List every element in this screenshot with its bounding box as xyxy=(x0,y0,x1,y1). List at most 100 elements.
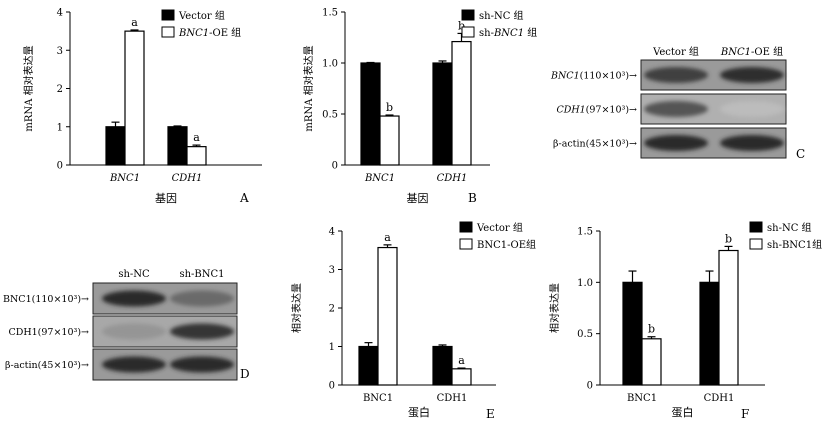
y-tick-label: 1 xyxy=(57,122,63,133)
legend-swatch xyxy=(459,221,473,233)
x-axis-title: 蛋白 xyxy=(408,405,430,419)
x-tick-label: BNC1 xyxy=(364,173,395,184)
significance-label: a xyxy=(131,16,138,29)
x-tick-label: CDH1 xyxy=(704,393,735,404)
bar xyxy=(641,338,662,386)
chart-panel-b: 0 0.5 1.0 1.5 mRNA 相对表达量 BNC1 CDH1 b b 基因 Bsh-NC 组… xyxy=(302,8,537,206)
legend-swatch xyxy=(461,26,475,38)
bar xyxy=(451,40,472,166)
bar xyxy=(360,62,381,166)
blot-band xyxy=(644,101,708,117)
blot-band xyxy=(102,290,166,307)
blot-band xyxy=(102,323,166,340)
significance-label: b xyxy=(458,19,465,32)
blot-lane-label: BNC1-OE 组 xyxy=(720,45,783,58)
y-tick-label: 0 xyxy=(329,381,335,392)
blot-row-label: CDH1(97×10³)→ xyxy=(556,105,637,116)
bar xyxy=(377,246,398,386)
y-tick-label: 2 xyxy=(329,304,335,315)
legend-swatch xyxy=(161,9,175,21)
bar xyxy=(622,281,643,386)
blot-band xyxy=(102,356,166,373)
blot-row-label: BNC1(110×10³)→ xyxy=(3,294,89,305)
blot-band xyxy=(644,67,708,83)
y-axis-title: mRNA 相对表达量 xyxy=(22,45,35,131)
y-axis-title: mRNA 相对表达量 xyxy=(302,45,315,131)
x-tick-label: BNC1 xyxy=(363,393,393,404)
legend-label: sh-BNC1 组 xyxy=(479,26,537,39)
blot-band xyxy=(720,67,784,83)
y-tick-label: 2 xyxy=(57,84,63,95)
legend-label: BNC1-OE 组 xyxy=(178,26,241,39)
legend-swatch xyxy=(749,238,763,250)
bar xyxy=(105,126,126,166)
panel-letter: C xyxy=(796,147,805,161)
bar xyxy=(432,345,453,386)
panel-letter: D xyxy=(240,367,250,381)
y-tick-label: 1.5 xyxy=(322,8,338,19)
bar xyxy=(451,368,472,386)
significance-label: a xyxy=(193,131,200,144)
bar xyxy=(124,30,145,166)
panel-letter: E xyxy=(486,407,495,421)
x-tick-label: CDH1 xyxy=(437,393,468,404)
bar xyxy=(358,345,379,386)
y-axis-title: 相对表达量 xyxy=(548,283,561,333)
blot-row-label: β-actin(45×10³)→ xyxy=(5,360,89,371)
significance-label: b xyxy=(386,101,393,114)
panel-letter: A xyxy=(239,191,249,205)
bar xyxy=(186,146,207,166)
significance-label: a xyxy=(384,231,391,244)
blot-band xyxy=(170,356,234,373)
x-axis-title: 基因 xyxy=(155,192,177,205)
legend-label: BNC1-OE组 xyxy=(477,238,536,251)
legend-label: sh-NC 组 xyxy=(479,9,524,22)
blot-row-label: β-actin(45×10³)→ xyxy=(553,139,637,150)
panel-letter: B xyxy=(468,191,477,205)
chart-panel-f: 0 0.5 1.0 1.5 相对表达量 BNC1 CDH1 b b 蛋白 Fsh-NC 组 sh-BN… xyxy=(548,221,822,421)
x-tick-label: BNC1 xyxy=(109,173,140,184)
y-tick-label: 4 xyxy=(329,227,335,238)
y-tick-label: 1.5 xyxy=(577,227,593,238)
x-tick-label: BNC1 xyxy=(627,393,657,404)
legend-swatch xyxy=(749,221,763,233)
y-tick-label: 0 xyxy=(57,161,63,172)
significance-label: b xyxy=(648,323,655,336)
legend-label: Vector 组 xyxy=(476,221,523,234)
bar xyxy=(379,115,400,166)
bar xyxy=(432,62,453,166)
blot-band xyxy=(720,135,784,151)
bar xyxy=(718,249,739,386)
y-tick-label: 0 xyxy=(332,161,338,172)
y-tick-label: 4 xyxy=(57,8,63,19)
blot-band xyxy=(170,323,234,340)
blot-band xyxy=(720,101,784,117)
legend-label: Vector 组 xyxy=(178,9,225,22)
x-tick-label: CDH1 xyxy=(172,173,203,184)
y-axis-title: 相对表达量 xyxy=(290,283,303,333)
y-tick-label: 1 xyxy=(329,342,335,353)
bar xyxy=(699,281,720,386)
x-tick-label: CDH1 xyxy=(437,173,468,184)
y-tick-label: 3 xyxy=(57,46,63,57)
legend-label: sh-NC 组 xyxy=(767,221,812,234)
blot-band xyxy=(170,290,234,307)
legend-swatch xyxy=(461,9,475,21)
chart-panel-a: 0 1 2 3 4 mRNA 相对表达量 BNC1 CDH1 a a 基因 A Vector 组 BNC1… xyxy=(22,8,262,205)
chart-panel-e: 0 1 2 3 4 相对表达量 BNC1 CDH1 a a 蛋白 E Vector 组 BNC1-OE组 xyxy=(290,221,536,421)
blot-lane-label: Vector 组 xyxy=(652,45,699,58)
blot-row-label: BNC1(110×10³)→ xyxy=(550,71,637,82)
legend-swatch xyxy=(459,238,473,250)
significance-label: b xyxy=(725,232,732,245)
blot-band xyxy=(644,135,708,151)
y-tick-label: 0 xyxy=(587,381,593,392)
blot-panel-c: Vector 组 BNC1-OE 组 BNC1(110×10³)→ CDH1(97×1… xyxy=(550,45,805,161)
x-axis-title: 基因 xyxy=(407,192,429,205)
blot-row-label: CDH1(97×10³)→ xyxy=(8,327,89,338)
x-axis-title: 蛋白 xyxy=(672,405,694,419)
panel-letter: F xyxy=(741,407,749,421)
legend-label: sh-BNC1组 xyxy=(767,238,822,251)
y-tick-label: 1.0 xyxy=(322,59,338,70)
y-tick-label: 1.0 xyxy=(577,278,593,289)
